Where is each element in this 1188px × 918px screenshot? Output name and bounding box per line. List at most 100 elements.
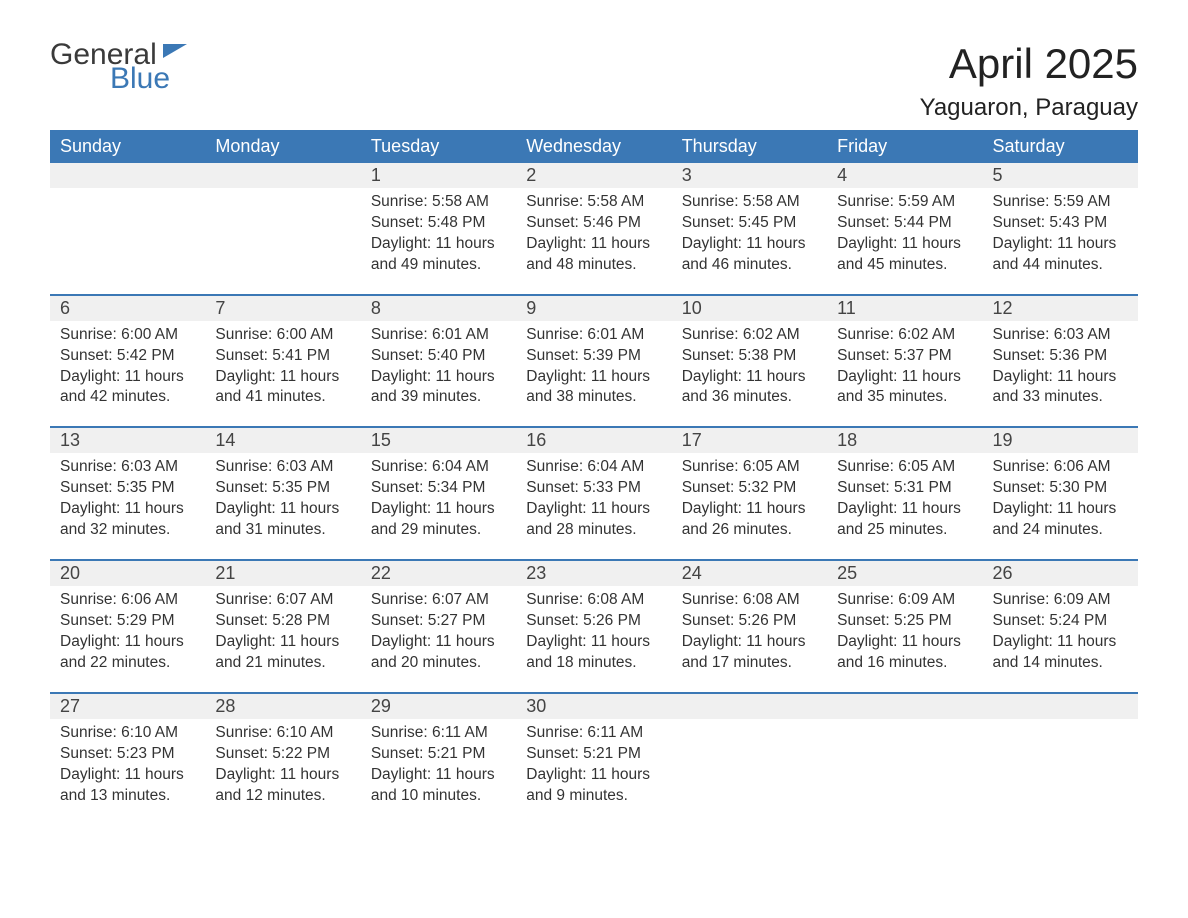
day-line: Sunset: 5:33 PM (526, 478, 661, 499)
day-line: Sunrise: 6:03 AM (60, 457, 195, 478)
day-number-cell: 11 (827, 295, 982, 321)
day-line: Sunset: 5:39 PM (526, 346, 661, 367)
day-line: Sunset: 5:31 PM (837, 478, 972, 499)
day-line: Daylight: 11 hours and 42 minutes. (60, 367, 195, 409)
weekday-header: Sunday (50, 130, 205, 163)
day-number-cell (672, 693, 827, 719)
day-number-cell (205, 163, 360, 188)
day-line: Sunrise: 6:06 AM (993, 457, 1128, 478)
day-line: Daylight: 11 hours and 26 minutes. (682, 499, 817, 541)
day-detail-cell (205, 188, 360, 295)
day-line: Sunrise: 6:02 AM (837, 325, 972, 346)
day-line: Sunset: 5:26 PM (526, 611, 661, 632)
day-detail-cell (672, 719, 827, 825)
detail-row: Sunrise: 6:00 AMSunset: 5:42 PMDaylight:… (50, 321, 1138, 428)
day-number-cell: 9 (516, 295, 671, 321)
day-number-cell: 21 (205, 560, 360, 586)
day-detail-cell: Sunrise: 6:08 AMSunset: 5:26 PMDaylight:… (516, 586, 671, 693)
daynum-row: 27282930 (50, 693, 1138, 719)
weekday-header: Wednesday (516, 130, 671, 163)
day-line: Sunrise: 6:01 AM (371, 325, 506, 346)
day-number-cell: 14 (205, 427, 360, 453)
day-number-cell: 7 (205, 295, 360, 321)
day-detail-cell: Sunrise: 6:07 AMSunset: 5:28 PMDaylight:… (205, 586, 360, 693)
day-line: Daylight: 11 hours and 49 minutes. (371, 234, 506, 276)
day-line: Sunset: 5:35 PM (60, 478, 195, 499)
day-line: Sunset: 5:27 PM (371, 611, 506, 632)
daynum-row: 13141516171819 (50, 427, 1138, 453)
day-number-cell: 2 (516, 163, 671, 188)
day-line: Sunset: 5:36 PM (993, 346, 1128, 367)
day-line: Sunrise: 6:10 AM (60, 723, 195, 744)
day-detail-cell: Sunrise: 6:09 AMSunset: 5:24 PMDaylight:… (983, 586, 1138, 693)
day-number-cell: 3 (672, 163, 827, 188)
location-label: Yaguaron, Paraguay (920, 94, 1138, 122)
weekday-header: Friday (827, 130, 982, 163)
day-line: Sunrise: 5:58 AM (371, 192, 506, 213)
day-detail-cell: Sunrise: 6:04 AMSunset: 5:34 PMDaylight:… (361, 453, 516, 560)
day-line: Daylight: 11 hours and 46 minutes. (682, 234, 817, 276)
day-line: Sunset: 5:45 PM (682, 213, 817, 234)
day-detail-cell: Sunrise: 6:01 AMSunset: 5:40 PMDaylight:… (361, 321, 516, 428)
day-detail-cell: Sunrise: 5:59 AMSunset: 5:44 PMDaylight:… (827, 188, 982, 295)
day-line: Sunset: 5:48 PM (371, 213, 506, 234)
day-line: Sunset: 5:35 PM (215, 478, 350, 499)
day-line: Sunset: 5:42 PM (60, 346, 195, 367)
day-line: Sunrise: 6:06 AM (60, 590, 195, 611)
detail-row: Sunrise: 5:58 AMSunset: 5:48 PMDaylight:… (50, 188, 1138, 295)
day-detail-cell: Sunrise: 5:58 AMSunset: 5:45 PMDaylight:… (672, 188, 827, 295)
day-line: Sunset: 5:40 PM (371, 346, 506, 367)
weekday-header: Saturday (983, 130, 1138, 163)
day-line: Sunrise: 6:03 AM (993, 325, 1128, 346)
weekday-header: Thursday (672, 130, 827, 163)
day-line: Daylight: 11 hours and 44 minutes. (993, 234, 1128, 276)
day-detail-cell (983, 719, 1138, 825)
day-line: Daylight: 11 hours and 39 minutes. (371, 367, 506, 409)
logo: General Blue (50, 40, 187, 94)
day-detail-cell: Sunrise: 6:11 AMSunset: 5:21 PMDaylight:… (516, 719, 671, 825)
day-line: Sunset: 5:26 PM (682, 611, 817, 632)
day-number-cell (983, 693, 1138, 719)
day-line: Sunrise: 6:09 AM (837, 590, 972, 611)
day-line: Daylight: 11 hours and 13 minutes. (60, 765, 195, 807)
day-line: Sunset: 5:44 PM (837, 213, 972, 234)
day-number-cell: 19 (983, 427, 1138, 453)
day-line: Sunrise: 6:00 AM (215, 325, 350, 346)
day-detail-cell: Sunrise: 6:02 AMSunset: 5:38 PMDaylight:… (672, 321, 827, 428)
weekday-header: Monday (205, 130, 360, 163)
day-detail-cell: Sunrise: 6:00 AMSunset: 5:41 PMDaylight:… (205, 321, 360, 428)
day-line: Sunrise: 6:01 AM (526, 325, 661, 346)
day-detail-cell: Sunrise: 5:58 AMSunset: 5:48 PMDaylight:… (361, 188, 516, 295)
day-detail-cell: Sunrise: 6:09 AMSunset: 5:25 PMDaylight:… (827, 586, 982, 693)
day-line: Sunset: 5:37 PM (837, 346, 972, 367)
day-line: Sunset: 5:21 PM (371, 744, 506, 765)
day-line: Sunrise: 6:07 AM (215, 590, 350, 611)
day-detail-cell: Sunrise: 6:01 AMSunset: 5:39 PMDaylight:… (516, 321, 671, 428)
day-number-cell: 8 (361, 295, 516, 321)
day-line: Daylight: 11 hours and 22 minutes. (60, 632, 195, 674)
day-line: Sunrise: 6:08 AM (682, 590, 817, 611)
day-number-cell: 12 (983, 295, 1138, 321)
title-block: April 2025 Yaguaron, Paraguay (920, 40, 1138, 122)
day-line: Daylight: 11 hours and 10 minutes. (371, 765, 506, 807)
day-line: Sunrise: 5:59 AM (993, 192, 1128, 213)
day-line: Sunset: 5:28 PM (215, 611, 350, 632)
weekday-header: Tuesday (361, 130, 516, 163)
day-line: Daylight: 11 hours and 21 minutes. (215, 632, 350, 674)
day-line: Daylight: 11 hours and 25 minutes. (837, 499, 972, 541)
flag-icon (163, 44, 187, 58)
day-number-cell: 26 (983, 560, 1138, 586)
day-line: Daylight: 11 hours and 38 minutes. (526, 367, 661, 409)
day-line: Sunset: 5:38 PM (682, 346, 817, 367)
day-line: Sunset: 5:30 PM (993, 478, 1128, 499)
day-detail-cell: Sunrise: 6:06 AMSunset: 5:30 PMDaylight:… (983, 453, 1138, 560)
day-number-cell: 22 (361, 560, 516, 586)
weekday-header-row: SundayMondayTuesdayWednesdayThursdayFrid… (50, 130, 1138, 163)
detail-row: Sunrise: 6:10 AMSunset: 5:23 PMDaylight:… (50, 719, 1138, 825)
day-line: Sunrise: 6:08 AM (526, 590, 661, 611)
day-detail-cell: Sunrise: 6:05 AMSunset: 5:31 PMDaylight:… (827, 453, 982, 560)
day-line: Daylight: 11 hours and 32 minutes. (60, 499, 195, 541)
day-line: Sunrise: 6:10 AM (215, 723, 350, 744)
day-line: Sunrise: 5:58 AM (526, 192, 661, 213)
day-line: Daylight: 11 hours and 35 minutes. (837, 367, 972, 409)
